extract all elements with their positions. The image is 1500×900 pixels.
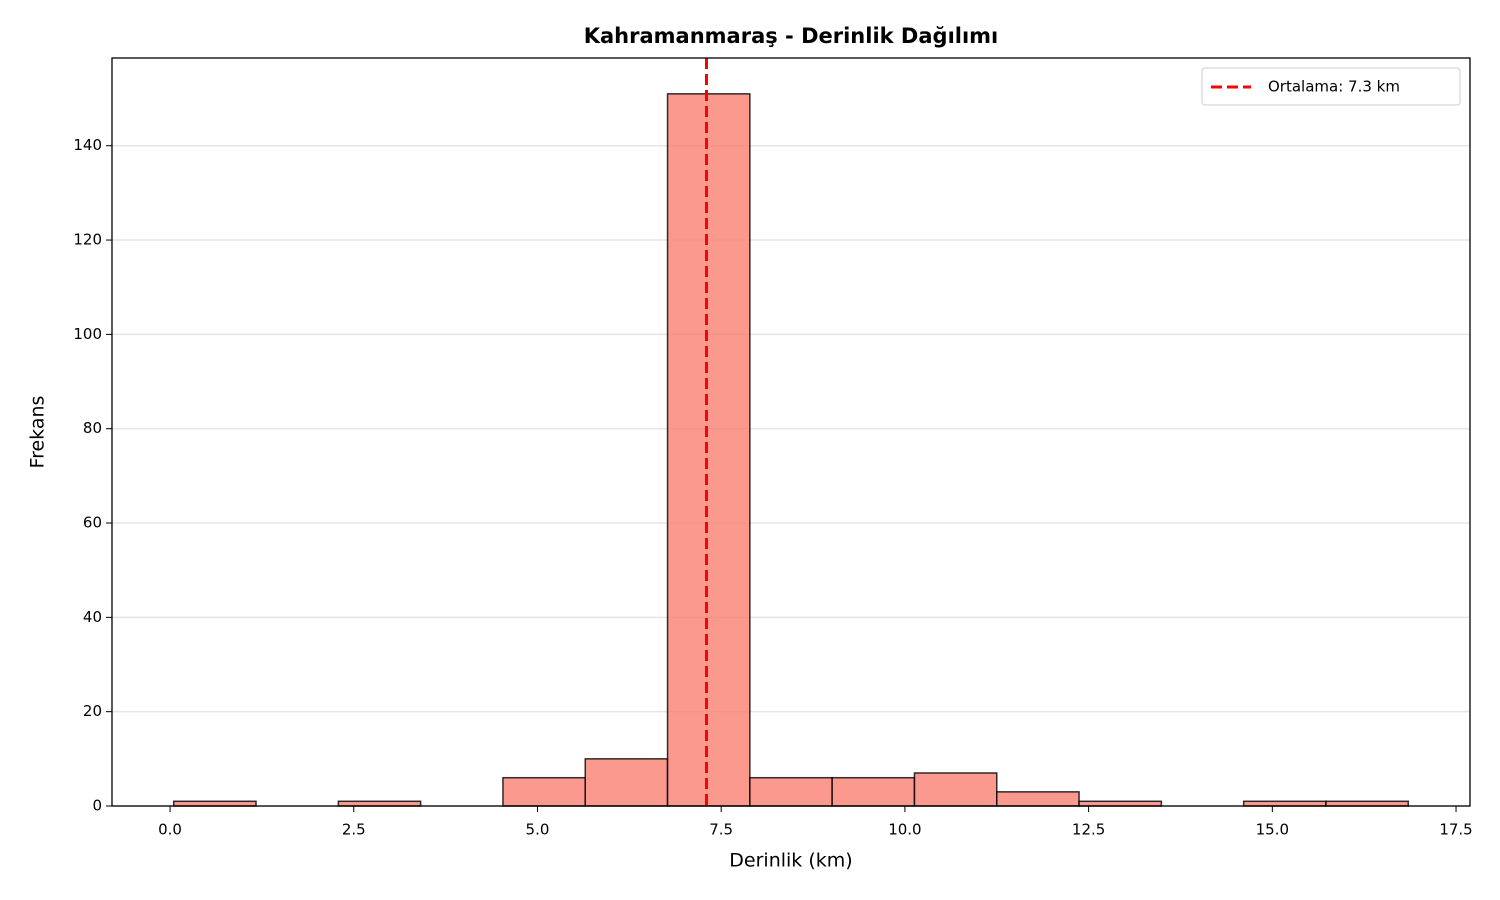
- chart-title: Kahramanmaraş - Derinlik Dağılımı: [584, 24, 999, 48]
- y-axis-label: Frekans: [27, 396, 49, 469]
- y-tick-label: 100: [73, 325, 102, 343]
- y-tick-label: 0: [92, 797, 102, 815]
- legend-label: Ortalama: 7.3 km: [1268, 78, 1400, 96]
- y-tick-label: 40: [83, 608, 102, 626]
- bar: [831, 776, 916, 807]
- bar: [996, 791, 1080, 807]
- legend-box: [1201, 67, 1461, 106]
- bar: [1078, 800, 1163, 807]
- x-tick-label: 10.0: [888, 821, 921, 839]
- bar: [337, 800, 422, 807]
- x-axis-label: Derinlik (km): [729, 850, 852, 872]
- x-tick-label: 17.5: [1439, 821, 1472, 839]
- bar: [749, 776, 833, 807]
- axes-frame: [111, 57, 1471, 807]
- bar: [584, 758, 669, 807]
- x-tick-label: 5.0: [526, 821, 550, 839]
- x-tick-label: 0.0: [158, 821, 182, 839]
- bar: [913, 772, 998, 807]
- x-tick-label: 15.0: [1256, 821, 1289, 839]
- x-tick-label: 7.5: [709, 821, 733, 839]
- bar: [1242, 800, 1327, 807]
- y-tick-label: 60: [83, 514, 102, 532]
- y-tick-label: 120: [73, 231, 102, 249]
- bar: [172, 800, 257, 807]
- bar: [666, 93, 751, 807]
- bar: [1325, 800, 1410, 807]
- x-tick-label: 2.5: [342, 821, 366, 839]
- y-tick-label: 20: [83, 702, 102, 720]
- x-tick-label: 12.5: [1072, 821, 1105, 839]
- bar: [502, 776, 586, 807]
- y-tick-label: 80: [83, 419, 102, 437]
- y-tick-label: 140: [73, 136, 102, 154]
